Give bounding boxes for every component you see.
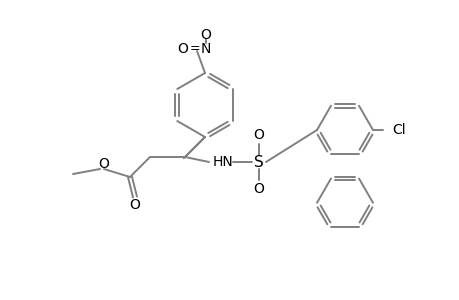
Text: =: =: [189, 43, 200, 56]
Text: O: O: [129, 198, 140, 212]
Text: O: O: [200, 28, 211, 42]
Text: O: O: [98, 157, 109, 171]
Text: O: O: [177, 42, 188, 56]
Text: N: N: [201, 42, 211, 56]
Text: HN: HN: [212, 155, 233, 169]
Text: O: O: [253, 182, 264, 196]
Text: Cl: Cl: [392, 123, 405, 137]
Text: S: S: [253, 154, 263, 169]
Text: O: O: [253, 128, 264, 142]
